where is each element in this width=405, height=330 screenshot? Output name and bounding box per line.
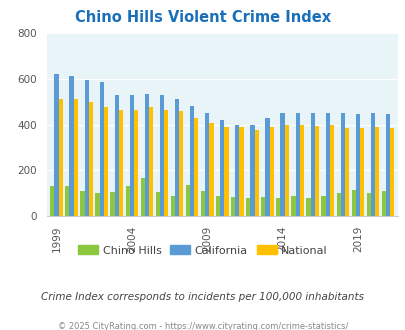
Bar: [89, 102, 93, 216]
Bar: [325, 113, 329, 216]
Bar: [215, 196, 220, 216]
Bar: [104, 107, 108, 216]
Bar: [65, 186, 69, 216]
Bar: [175, 99, 179, 216]
Bar: [69, 77, 73, 216]
Bar: [355, 114, 359, 216]
Bar: [280, 113, 284, 216]
Bar: [351, 190, 355, 216]
Bar: [336, 193, 340, 216]
Bar: [245, 198, 250, 216]
Bar: [284, 124, 288, 216]
Bar: [220, 120, 224, 216]
Text: Chino Hills Violent Crime Index: Chino Hills Violent Crime Index: [75, 10, 330, 25]
Bar: [260, 197, 265, 216]
Bar: [140, 179, 145, 216]
Bar: [344, 128, 348, 216]
Bar: [95, 193, 99, 216]
Bar: [224, 127, 228, 216]
Bar: [209, 123, 213, 216]
Bar: [265, 118, 269, 216]
Bar: [110, 192, 114, 216]
Bar: [179, 111, 183, 216]
Bar: [54, 74, 58, 216]
Bar: [269, 127, 273, 216]
Bar: [370, 113, 374, 216]
Legend: Chino Hills, California, National: Chino Hills, California, National: [73, 241, 332, 260]
Bar: [145, 94, 149, 216]
Bar: [171, 196, 175, 216]
Bar: [340, 113, 344, 216]
Bar: [200, 191, 205, 216]
Bar: [190, 106, 194, 216]
Bar: [234, 124, 239, 216]
Bar: [205, 113, 209, 216]
Bar: [366, 193, 370, 216]
Bar: [275, 198, 280, 216]
Bar: [149, 107, 153, 216]
Bar: [254, 130, 258, 216]
Text: Crime Index corresponds to incidents per 100,000 inhabitants: Crime Index corresponds to incidents per…: [41, 292, 364, 302]
Bar: [164, 110, 168, 216]
Bar: [58, 99, 63, 216]
Bar: [250, 124, 254, 216]
Bar: [385, 114, 389, 216]
Bar: [155, 192, 160, 216]
Bar: [374, 127, 378, 216]
Bar: [119, 110, 123, 216]
Text: © 2025 CityRating.com - https://www.cityrating.com/crime-statistics/: © 2025 CityRating.com - https://www.city…: [58, 322, 347, 330]
Bar: [134, 110, 138, 216]
Bar: [381, 191, 385, 216]
Bar: [80, 191, 84, 216]
Bar: [239, 127, 243, 216]
Bar: [160, 95, 164, 216]
Bar: [299, 124, 303, 216]
Bar: [194, 118, 198, 216]
Bar: [73, 99, 78, 216]
Bar: [230, 197, 234, 216]
Bar: [185, 185, 190, 216]
Bar: [291, 196, 295, 216]
Bar: [50, 186, 54, 216]
Bar: [314, 126, 318, 216]
Bar: [295, 113, 299, 216]
Bar: [114, 95, 119, 216]
Bar: [306, 198, 310, 216]
Bar: [130, 95, 134, 216]
Bar: [84, 80, 89, 216]
Bar: [99, 82, 104, 216]
Bar: [389, 128, 393, 216]
Bar: [359, 128, 363, 216]
Bar: [321, 196, 325, 216]
Bar: [329, 124, 333, 216]
Bar: [125, 186, 130, 216]
Bar: [310, 113, 314, 216]
